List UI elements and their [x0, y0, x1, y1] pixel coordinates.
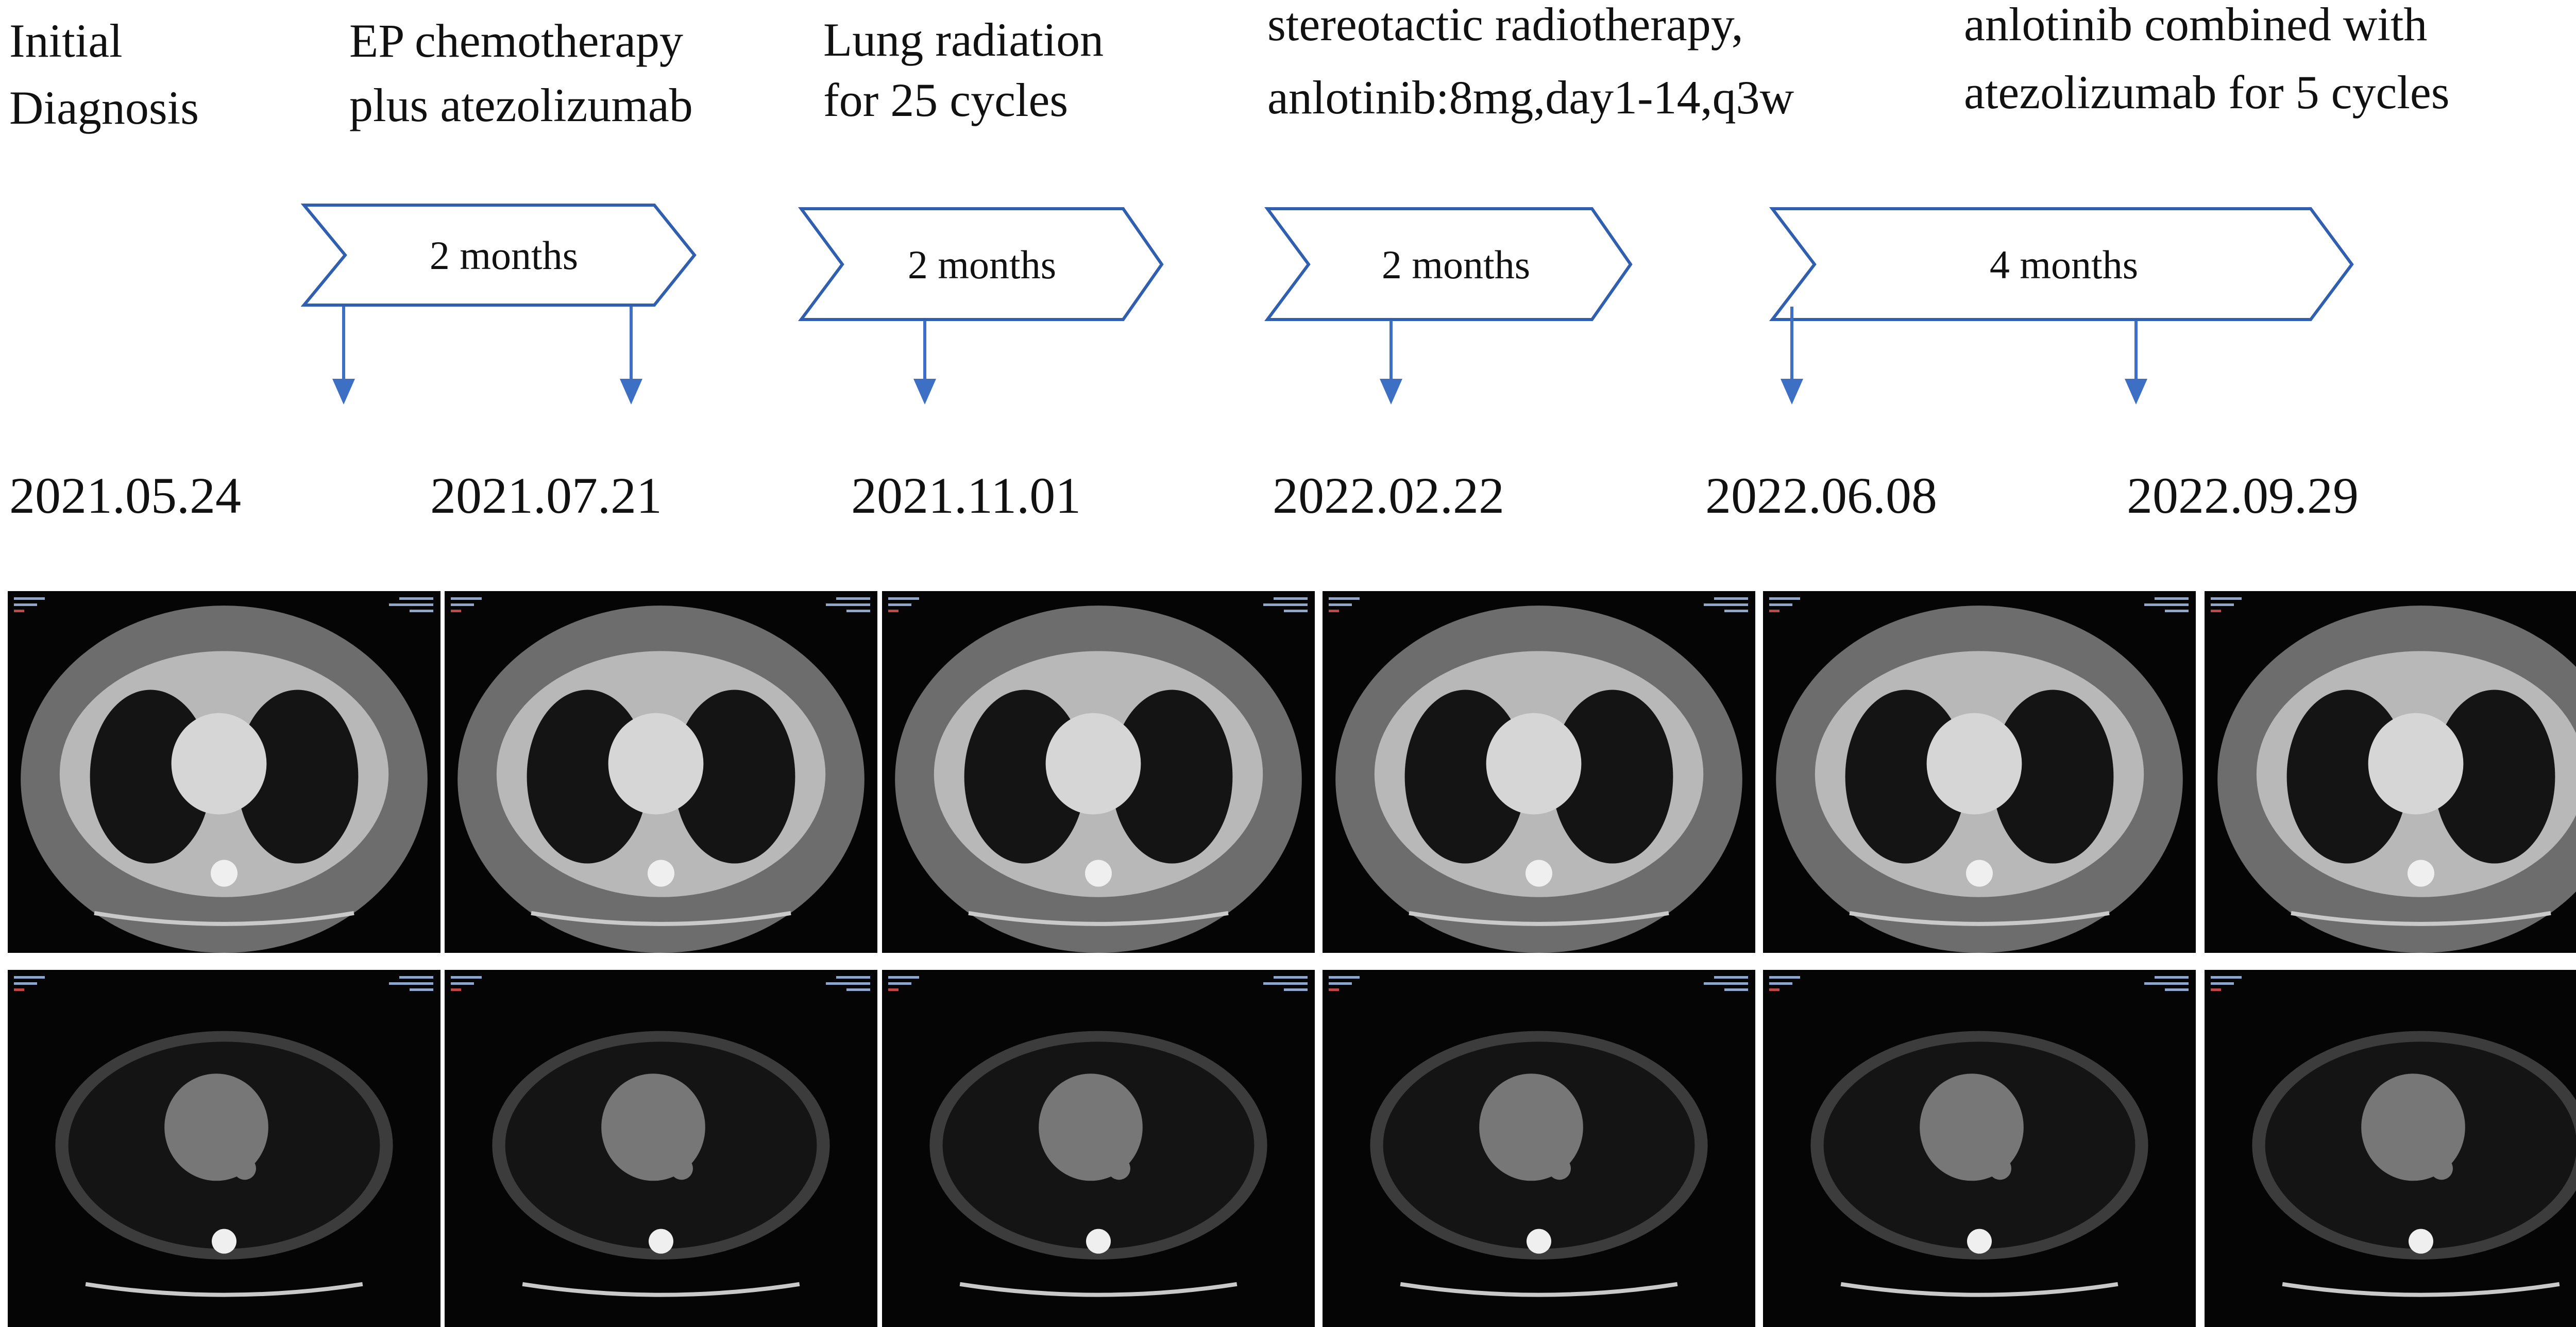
mediastinal-window-ct-image-3 — [882, 970, 1315, 1327]
date-label-2: 2021.07.21 — [430, 467, 662, 524]
step-initial-diagnosis-line2: Diagnosis — [9, 81, 199, 134]
mediastinal-window-ct-image-2 — [445, 970, 877, 1327]
date-label-4: 2022.02.22 — [1273, 467, 1504, 524]
interval-chevron-2: 2 months — [798, 207, 1164, 321]
interval-chevron-3: 2 months — [1264, 207, 1633, 321]
date-arrow-4 — [1380, 321, 1402, 405]
step-stereotactic-radiotherapy-line2: anlotinib:8mg,day1-14,q3w — [1267, 71, 1794, 124]
date-label-1: 2021.05.24 — [9, 467, 241, 524]
step-lung-radiation-line1: Lung radiation — [823, 13, 1104, 66]
step-stereotactic-radiotherapy-line1: stereotactic radiotherapy, — [1267, 0, 1743, 51]
date-arrow-3 — [913, 321, 936, 405]
date-arrow-5 — [1781, 307, 1803, 405]
step-anlotinib-atezolizumab-line1: anlotinib combined with — [1964, 0, 2427, 51]
date-arrow-6 — [2125, 321, 2147, 405]
date-label-3: 2021.11.01 — [851, 467, 1081, 524]
lung-window-ct-image-1 — [8, 591, 440, 953]
step-lung-radiation-line2: for 25 cycles — [823, 74, 1068, 126]
step-ep-chemotherapy-line2: plus atezolizumab — [349, 79, 693, 131]
step-ep-chemotherapy-line1: EP chemotherapy — [349, 14, 683, 67]
mediastinal-window-ct-image-1 — [8, 970, 440, 1327]
lung-window-ct-image-2 — [445, 591, 877, 953]
interval-label-1: 2 months — [430, 233, 578, 278]
mediastinal-window-ct-image-4 — [1323, 970, 1755, 1327]
mediastinal-window-ct-image-6 — [2205, 970, 2576, 1327]
date-label-6: 2022.09.29 — [2127, 467, 2359, 524]
interval-chevron-4: 4 months — [1769, 207, 2354, 321]
interval-label-3: 2 months — [1382, 242, 1530, 287]
lung-window-ct-image-3 — [882, 591, 1315, 953]
date-label-5: 2022.06.08 — [1705, 467, 1937, 524]
step-initial-diagnosis-line1: Initial — [9, 14, 123, 67]
mediastinal-window-ct-image-5 — [1763, 970, 2196, 1327]
ct-scan-grid — [8, 591, 2576, 1327]
date-arrow-1 — [332, 307, 355, 405]
interval-label-2: 2 months — [908, 242, 1056, 287]
lung-window-ct-image-4 — [1323, 591, 1755, 953]
interval-label-4: 4 months — [1990, 242, 2138, 287]
lung-window-ct-image-6 — [2205, 591, 2576, 953]
step-anlotinib-atezolizumab-line2: atezolizumab for 5 cycles — [1964, 66, 2450, 119]
date-arrow-2 — [620, 307, 642, 405]
lung-window-ct-image-5 — [1763, 591, 2196, 953]
interval-chevron-1: 2 months — [300, 204, 697, 307]
